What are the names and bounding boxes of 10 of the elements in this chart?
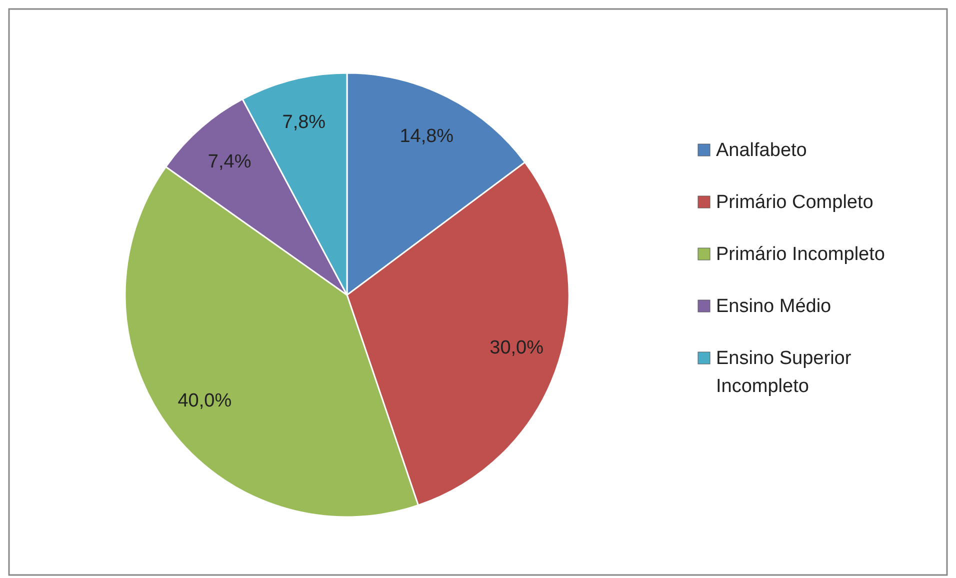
legend-label: Primário Completo	[716, 192, 874, 212]
legend-label: Ensino Médio	[716, 296, 832, 316]
legend-label: Primário Incompleto	[716, 244, 885, 264]
data-label: 14,8%	[400, 126, 454, 147]
data-label: 7,8%	[282, 112, 326, 134]
legend-label: Ensino Superior Incompleto	[716, 348, 852, 396]
legend-label: Analfabeto	[716, 140, 807, 160]
data-label: 30,0%	[490, 337, 544, 358]
data-label: 7,4%	[208, 151, 252, 172]
data-label: 40,0%	[178, 390, 232, 412]
